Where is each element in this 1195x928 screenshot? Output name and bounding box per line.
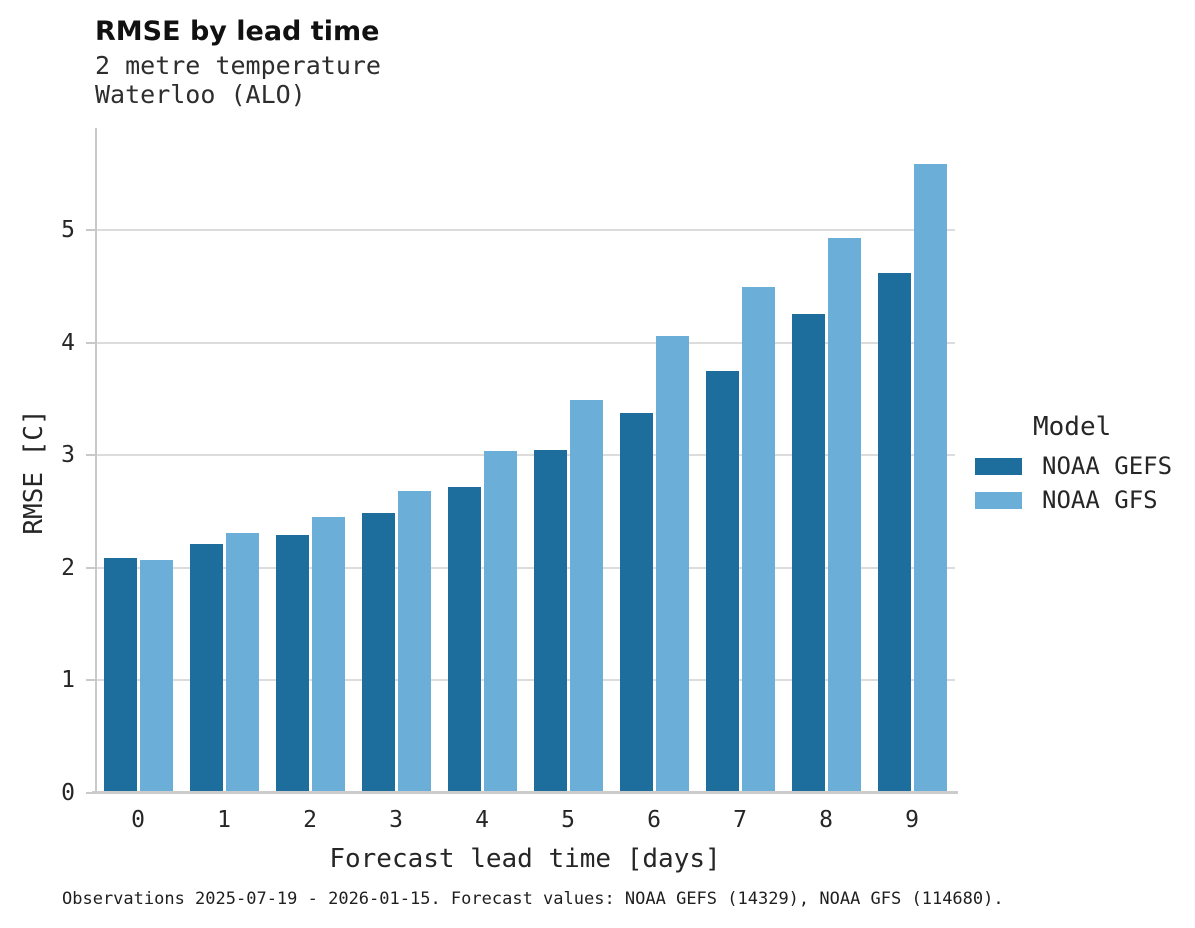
y-axis-title: RMSE [C] <box>19 409 49 535</box>
x-tick-label-9: 9 <box>905 807 919 833</box>
x-axis-line <box>92 791 958 794</box>
x-tick-label-1: 1 <box>217 807 231 833</box>
y-tick-4 <box>86 341 95 344</box>
y-tick-label-4: 4 <box>61 329 75 356</box>
legend-label-noaa-gefs: NOAA GEFS <box>1042 452 1173 480</box>
bar-noaa-gfs-lead-7 <box>741 286 775 793</box>
plot-area: 0 1 2 3 4 5 0 1 2 3 4 5 6 7 8 9 <box>61 128 958 833</box>
y-tick-3 <box>86 454 95 457</box>
bar-noaa-gefs-lead-8 <box>791 313 825 793</box>
chart-subtitle-location: Waterloo (ALO) <box>95 80 306 109</box>
x-axis-title: Forecast lead time [days] <box>329 844 721 874</box>
x-tick-label-6: 6 <box>647 807 661 833</box>
x-tick-label-7: 7 <box>733 807 747 833</box>
x-tick-label-8: 8 <box>819 807 833 833</box>
bar-noaa-gefs-lead-7 <box>705 371 739 793</box>
x-tick-label-2: 2 <box>303 807 317 833</box>
x-tick-label-3: 3 <box>389 807 403 833</box>
y-tick-0 <box>86 792 95 794</box>
x-tick-label-4: 4 <box>475 807 489 833</box>
y-tick-label-2: 2 <box>61 554 75 581</box>
legend-title: Model <box>1033 412 1112 442</box>
x-tick-label-5: 5 <box>561 807 575 833</box>
legend-rows: NOAA GEFS NOAA GFS <box>975 452 1190 514</box>
y-tick-label-1: 1 <box>61 667 75 694</box>
gridline-y-1 <box>95 679 955 682</box>
bar-noaa-gefs-lead-6 <box>619 412 653 793</box>
y-tick-5 <box>86 229 95 232</box>
legend: Model NOAA GEFS NOAA GFS <box>975 412 1190 522</box>
legend-label-noaa-gfs: NOAA GFS <box>1042 486 1158 514</box>
bar-noaa-gfs-lead-4 <box>483 450 517 793</box>
gridline-y-5 <box>95 229 955 232</box>
bar-noaa-gefs-lead-9 <box>877 273 911 793</box>
y-axis-line <box>95 128 97 793</box>
legend-item-noaa-gefs: NOAA GEFS <box>975 452 1190 480</box>
bar-noaa-gfs-lead-8 <box>827 238 861 793</box>
bar-noaa-gefs-lead-3 <box>361 512 395 793</box>
bar-noaa-gefs-lead-5 <box>533 449 567 793</box>
bar-noaa-gfs-lead-1 <box>225 533 259 793</box>
chart-title: RMSE by lead time <box>95 16 380 47</box>
bar-noaa-gefs-lead-1 <box>189 544 223 793</box>
legend-swatch-noaa-gefs <box>975 457 1022 475</box>
y-tick-label-0: 0 <box>61 780 75 806</box>
legend-item-noaa-gfs: NOAA GFS <box>975 486 1190 514</box>
bar-noaa-gfs-lead-6 <box>655 336 689 793</box>
y-tick-2 <box>86 566 95 569</box>
y-tick-label-5: 5 <box>61 217 75 244</box>
gridline-y-2 <box>95 566 955 569</box>
footnote: Observations 2025-07-19 - 2026-01-15. Fo… <box>62 889 1004 909</box>
legend-swatch-noaa-gfs <box>975 491 1022 509</box>
bar-noaa-gfs-lead-0 <box>139 560 173 793</box>
bar-noaa-gefs-lead-2 <box>275 535 309 793</box>
bar-noaa-gfs-lead-5 <box>569 400 603 793</box>
bar-noaa-gefs-lead-4 <box>447 486 481 793</box>
y-tick-1 <box>86 679 95 682</box>
bar-noaa-gfs-lead-2 <box>311 517 345 793</box>
y-tick-label-3: 3 <box>61 442 75 469</box>
bar-noaa-gfs-lead-9 <box>913 164 947 793</box>
x-tick-label-0: 0 <box>131 807 145 833</box>
bar-noaa-gefs-lead-0 <box>103 557 137 793</box>
bar-noaa-gfs-lead-3 <box>397 491 431 793</box>
chart-subtitle-variable: 2 metre temperature <box>95 51 381 80</box>
gridline-y-3 <box>95 454 955 457</box>
gridline-y-4 <box>95 341 955 344</box>
